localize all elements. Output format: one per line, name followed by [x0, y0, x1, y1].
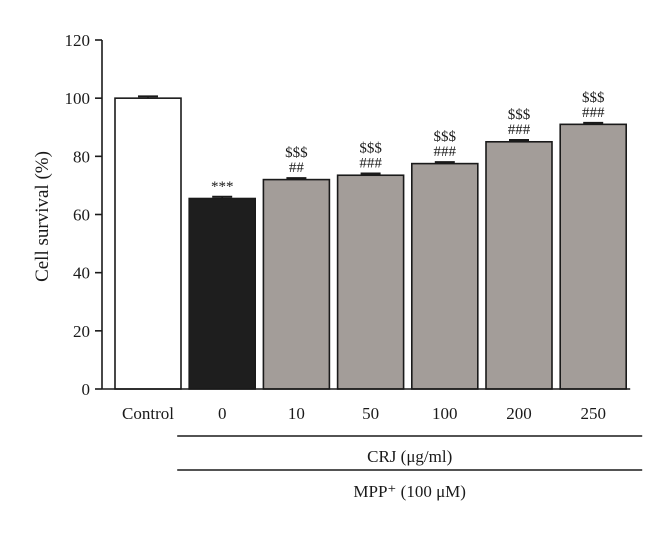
x-tick-label: 250 [580, 404, 606, 423]
x-tick-label: Control [122, 404, 174, 423]
group-label: MPP⁺ (100 μM) [353, 482, 466, 501]
y-tick-label: 40 [73, 264, 90, 283]
y-tick-label: 20 [73, 322, 90, 341]
x-tick-label: 50 [362, 404, 379, 423]
bar-Control [114, 97, 182, 390]
bar-50 [336, 174, 405, 390]
y-tick-label: 120 [65, 31, 91, 50]
bar-0 [188, 197, 256, 390]
x-tick-label: 100 [432, 404, 458, 423]
significance-label: $$$ [285, 145, 308, 161]
significance-label: ### [508, 122, 531, 138]
significance-label: ### [434, 144, 457, 160]
bars: ***$$$##$$$###$$$###$$$###$$$### [114, 90, 628, 390]
bar-100 [410, 162, 479, 390]
x-axis: Control 0 10 50 100 200 250 [102, 388, 631, 423]
group-labels: CRJ (μg/ml) MPP⁺ (100 μM) [177, 435, 643, 501]
y-axis-title: Cell survival (%) [32, 151, 53, 282]
significance-label: $$$ [508, 107, 531, 123]
significance-label: $$$ [359, 140, 382, 156]
bar-250 [559, 123, 628, 390]
significance-label: ### [359, 155, 382, 171]
y-tick-label: 60 [73, 206, 90, 225]
significance-label: $$$ [582, 90, 605, 106]
y-tick-label: 80 [73, 147, 90, 166]
x-tick-label: 200 [506, 404, 532, 423]
bar-200 [485, 140, 553, 390]
y-tick-label: 0 [82, 380, 91, 399]
y-axis: 0 20 40 60 80 100 120 Cell survival (%) [32, 31, 103, 399]
significance-label: ## [289, 160, 305, 176]
group-label: CRJ (μg/ml) [367, 447, 452, 466]
x-tick-label: 0 [218, 404, 227, 423]
y-tick-label: 100 [65, 89, 91, 108]
significance-label: ### [582, 105, 605, 121]
significance-label: $$$ [434, 129, 457, 145]
x-tick-label: 10 [288, 404, 305, 423]
bar-10 [262, 178, 331, 390]
significance-label: *** [211, 179, 234, 195]
